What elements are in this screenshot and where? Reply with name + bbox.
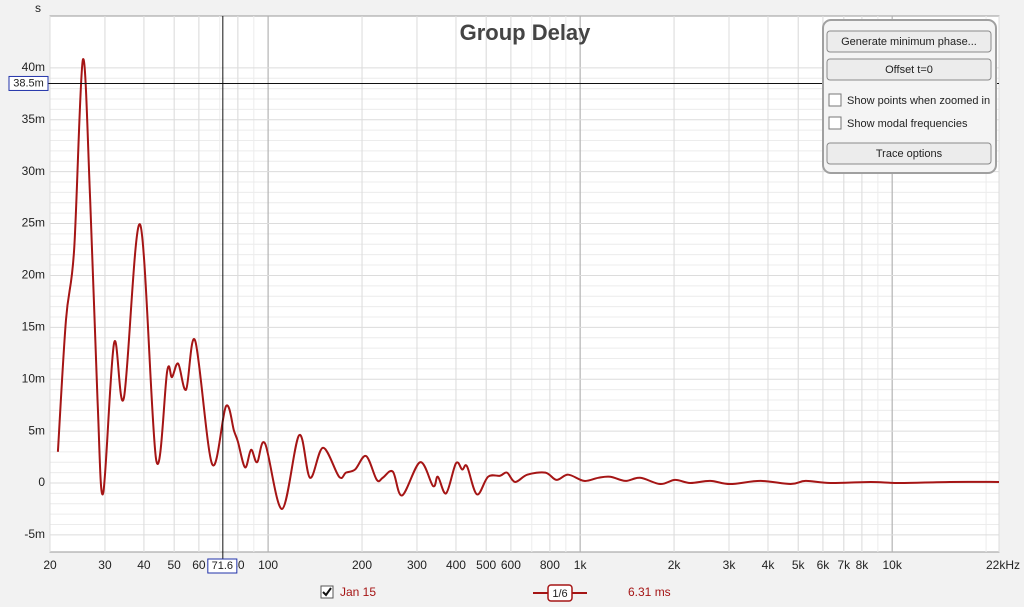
x-tick-label: 20 — [43, 558, 57, 572]
x-tick-label: 600 — [501, 558, 521, 572]
x-tick-label: 60 — [192, 558, 206, 572]
x-tick-label: 8k — [856, 558, 870, 572]
y-tick-label: 15m — [22, 319, 45, 333]
x-tick-label: 22kHz — [986, 558, 1020, 572]
button-label[interactable]: Generate minimum phase... — [841, 36, 977, 48]
x-tick-label: 300 — [407, 558, 427, 572]
smoothing-box[interactable] — [547, 584, 573, 602]
y-tick-label: 20m — [22, 268, 45, 282]
x-tick-label: 5k — [792, 558, 806, 572]
x-tick-label: 500 — [476, 558, 496, 572]
y-unit: s — [35, 1, 41, 15]
legend-label[interactable]: Jan 15 — [340, 585, 376, 599]
x-tick-label: 200 — [352, 558, 372, 572]
x-tick-label: 1k — [574, 558, 588, 572]
check-mark — [322, 587, 332, 597]
button-label[interactable]: Trace options — [876, 148, 943, 160]
x-tick-label: 400 — [446, 558, 466, 572]
button[interactable] — [826, 58, 992, 81]
button[interactable] — [826, 30, 992, 53]
x-tick-label: 40 — [137, 558, 151, 572]
readout: 6.31 ms — [628, 585, 671, 599]
y-tick-label: 10m — [22, 371, 45, 385]
x-tick-label: 2k — [668, 558, 682, 572]
y-tick-label: 30m — [22, 164, 45, 178]
x-tick-label: 30 — [98, 558, 112, 572]
y-tick-label: 25m — [22, 216, 45, 230]
x-tick-label: 100 — [258, 558, 278, 572]
cursor-x-label: 71.6 — [212, 560, 233, 572]
x-tick-label: 10k — [882, 558, 902, 572]
cursor-label-box — [207, 558, 238, 574]
y-tick-label: 35m — [22, 112, 45, 126]
y-tick-label: 5m — [28, 423, 45, 437]
button-label[interactable]: Offset t=0 — [885, 64, 933, 76]
cursor-label-box — [8, 75, 49, 91]
smoothing-label[interactable]: 1/6 — [552, 588, 567, 600]
y-tick-label: -5m — [24, 527, 45, 541]
control-panel: Generate minimum phase... Offset t=0 Sho… — [822, 19, 997, 174]
x-tick-label: 50 — [167, 558, 181, 572]
panel-frame — [822, 19, 997, 174]
checkbox-label[interactable]: Show points when zoomed in — [847, 95, 990, 107]
x-tick-label: 6k — [817, 558, 831, 572]
x-tick-label: 4k — [762, 558, 776, 572]
checkbox[interactable] — [828, 93, 842, 107]
checkbox[interactable] — [828, 116, 842, 130]
x-tick-label: 3k — [723, 558, 737, 572]
checkbox-label[interactable]: Show modal frequencies — [847, 118, 968, 130]
y-tick-label: 40m — [22, 60, 45, 74]
x-tick-label: 800 — [540, 558, 560, 572]
x-tick-label: 7k — [837, 558, 851, 572]
button[interactable] — [826, 142, 992, 165]
y-tick-label: 0 — [38, 475, 45, 489]
chart-title: Group Delay — [460, 20, 592, 45]
legend: Jan 15 1/6 6.31 ms — [320, 584, 671, 602]
series-line — [56, 58, 1000, 510]
cursor-y-label: 38.5m — [13, 77, 44, 89]
